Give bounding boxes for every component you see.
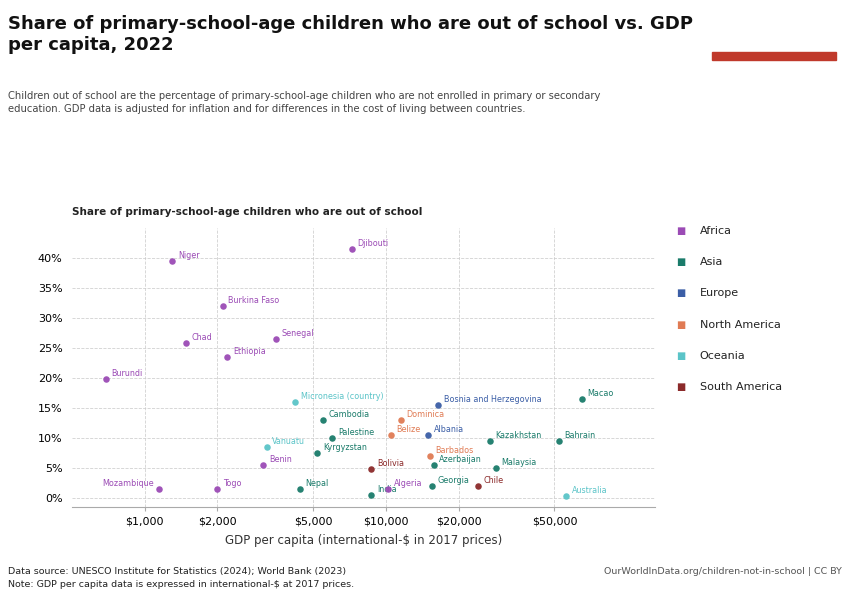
Point bbox=[221, 352, 235, 362]
Text: North America: North America bbox=[700, 320, 780, 329]
Point bbox=[365, 490, 378, 500]
Text: Note: GDP per capita data is expressed in international-$ at 2017 prices.: Note: GDP per capita data is expressed i… bbox=[8, 580, 354, 589]
Text: Our World: Our World bbox=[748, 21, 800, 30]
Text: ■: ■ bbox=[676, 382, 685, 392]
Point bbox=[427, 460, 440, 470]
Text: Asia: Asia bbox=[700, 257, 722, 267]
Text: Belize: Belize bbox=[397, 425, 421, 434]
Point bbox=[260, 442, 274, 452]
Point bbox=[316, 415, 330, 425]
Text: Cambodia: Cambodia bbox=[329, 410, 370, 419]
Point bbox=[575, 394, 589, 404]
Text: ■: ■ bbox=[676, 289, 685, 298]
X-axis label: GDP per capita (international-$ in 2017 prices): GDP per capita (international-$ in 2017 … bbox=[224, 535, 502, 547]
Point bbox=[422, 430, 435, 440]
Text: ■: ■ bbox=[676, 351, 685, 361]
Point bbox=[288, 397, 302, 407]
Point bbox=[153, 484, 167, 494]
Text: Bahrain: Bahrain bbox=[564, 431, 595, 440]
Point bbox=[471, 481, 484, 491]
Text: Data source: UNESCO Institute for Statistics (2024); World Bank (2023): Data source: UNESCO Institute for Statis… bbox=[8, 567, 347, 576]
Text: Children out of school are the percentage of primary-school-age children who are: Children out of school are the percentag… bbox=[8, 91, 601, 115]
Text: Share of primary-school-age children who are out of school vs. GDP
per capita, 2: Share of primary-school-age children who… bbox=[8, 15, 694, 55]
Point bbox=[216, 301, 230, 311]
Text: Kazakhstan: Kazakhstan bbox=[496, 431, 541, 440]
Point bbox=[489, 463, 502, 473]
Text: Nepal: Nepal bbox=[305, 479, 329, 488]
Point bbox=[559, 491, 573, 501]
Point bbox=[310, 448, 324, 458]
Point bbox=[99, 374, 113, 384]
Text: ■: ■ bbox=[676, 226, 685, 236]
Text: South America: South America bbox=[700, 382, 782, 392]
Text: Burundi: Burundi bbox=[111, 369, 143, 378]
Text: Oceania: Oceania bbox=[700, 351, 745, 361]
Text: in Data: in Data bbox=[756, 35, 792, 44]
Text: Algeria: Algeria bbox=[394, 479, 422, 488]
Point bbox=[552, 436, 565, 446]
Text: Africa: Africa bbox=[700, 226, 732, 236]
Point bbox=[211, 484, 224, 494]
Text: Djibouti: Djibouti bbox=[357, 239, 388, 248]
Bar bbox=[712, 52, 836, 60]
Text: OurWorldInData.org/children-not-in-school | CC BY: OurWorldInData.org/children-not-in-schoo… bbox=[604, 567, 842, 576]
Point bbox=[257, 460, 270, 470]
Text: Mozambique: Mozambique bbox=[102, 479, 154, 488]
Text: Togo: Togo bbox=[223, 479, 241, 488]
Text: Ethiopia: Ethiopia bbox=[233, 347, 266, 356]
Text: Azerbaijan: Azerbaijan bbox=[439, 455, 482, 464]
Text: Chile: Chile bbox=[483, 476, 503, 485]
Point bbox=[384, 430, 398, 440]
Text: Europe: Europe bbox=[700, 289, 739, 298]
Point bbox=[293, 484, 307, 494]
Point bbox=[345, 244, 359, 254]
Text: Australia: Australia bbox=[572, 486, 608, 495]
Point bbox=[326, 433, 339, 443]
Point bbox=[179, 338, 193, 348]
Text: India: India bbox=[377, 485, 397, 494]
Text: ■: ■ bbox=[676, 257, 685, 267]
Point bbox=[381, 484, 394, 494]
Text: Bosnia and Herzegovina: Bosnia and Herzegovina bbox=[444, 395, 541, 404]
Text: Senegal: Senegal bbox=[281, 329, 314, 338]
Point bbox=[269, 334, 283, 344]
Text: Barbados: Barbados bbox=[435, 446, 473, 455]
Text: Chad: Chad bbox=[191, 333, 212, 342]
Text: Bolivia: Bolivia bbox=[377, 459, 404, 468]
Text: Vanuatu: Vanuatu bbox=[272, 437, 305, 446]
Text: Albania: Albania bbox=[434, 425, 464, 434]
Point bbox=[394, 415, 407, 425]
Text: Benin: Benin bbox=[269, 455, 292, 464]
Text: ■: ■ bbox=[676, 320, 685, 329]
Text: Malaysia: Malaysia bbox=[502, 458, 536, 467]
Text: Dominica: Dominica bbox=[406, 410, 445, 419]
Point bbox=[432, 400, 445, 410]
Text: Niger: Niger bbox=[178, 251, 200, 260]
Text: Share of primary-school-age children who are out of school: Share of primary-school-age children who… bbox=[72, 207, 422, 217]
Text: Micronesia (country): Micronesia (country) bbox=[301, 392, 383, 401]
Point bbox=[483, 436, 496, 446]
Text: Georgia: Georgia bbox=[438, 476, 469, 485]
Text: Kyrgyzstan: Kyrgyzstan bbox=[323, 443, 367, 452]
Point bbox=[423, 451, 437, 461]
Point bbox=[166, 256, 179, 266]
Text: Macao: Macao bbox=[587, 389, 614, 398]
Text: Palestine: Palestine bbox=[338, 428, 374, 437]
Point bbox=[425, 481, 439, 491]
Point bbox=[365, 464, 378, 474]
Text: Burkina Faso: Burkina Faso bbox=[228, 296, 280, 305]
